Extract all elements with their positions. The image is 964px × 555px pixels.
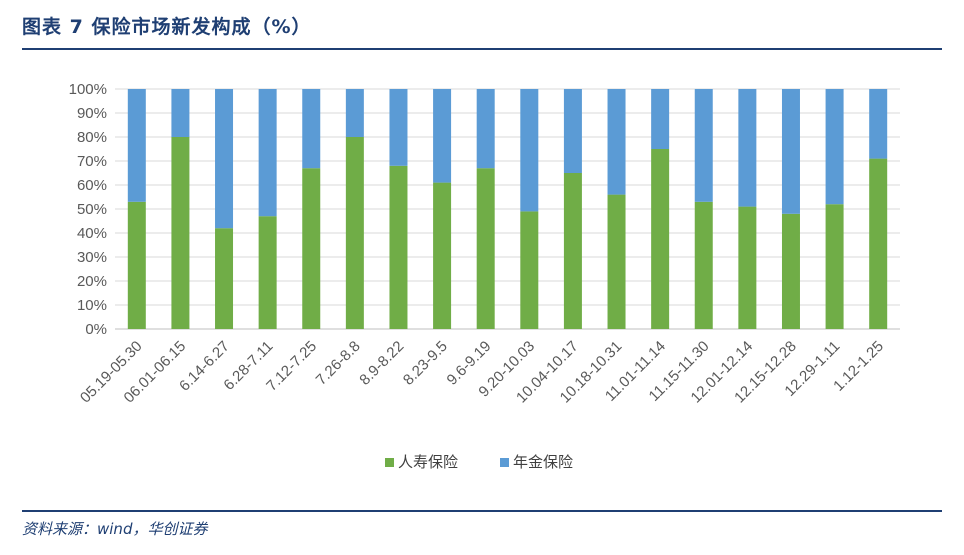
- bar-segment-life: [433, 182, 452, 329]
- bar-segment-annuity: [302, 89, 321, 169]
- bar-segment-annuity: [389, 89, 408, 166]
- bar-segment-annuity: [694, 89, 713, 202]
- y-tick-label: 0%: [85, 321, 107, 338]
- legend-label: 人寿保险: [398, 453, 458, 471]
- x-tick-label: 7.26-8.8: [313, 338, 364, 389]
- y-tick-label: 10%: [77, 297, 107, 314]
- x-axis-ticks: 05.19-05.3006.01-06.156.14-6.276.28-7.11…: [77, 338, 887, 407]
- bar-segment-life: [694, 201, 713, 329]
- legend-swatch: [385, 458, 394, 467]
- bars: [127, 89, 888, 329]
- x-tick-label: 8.9-8.22: [356, 338, 407, 389]
- y-axis-ticks: 0% 10% 20% 30% 40% 50% 60% 70% 80% 90% 100%: [69, 81, 107, 338]
- stacked-bar-chart: 0% 10% 20% 30% 40% 50% 60% 70% 80% 90% 100% 05.19-…: [69, 81, 900, 471]
- bar-segment-life: [258, 216, 277, 329]
- y-tick-label: 80%: [77, 129, 107, 146]
- bar-segment-annuity: [607, 89, 626, 195]
- bar-segment-annuity: [345, 89, 364, 137]
- chart-title: 图表 7 保险市场新发构成（%）: [22, 16, 312, 38]
- bar-segment-annuity: [869, 89, 888, 159]
- bar-segment-life: [607, 194, 626, 329]
- source-note: 资料来源：wind，华创证券: [22, 520, 208, 538]
- bar-segment-life: [345, 137, 364, 329]
- y-tick-label: 40%: [77, 225, 107, 242]
- bar-segment-annuity: [781, 89, 800, 214]
- gridlines: [115, 88, 900, 330]
- legend: 人寿保险 年金保险: [385, 453, 573, 471]
- bar-segment-life: [825, 204, 844, 329]
- y-tick-label: 60%: [77, 177, 107, 194]
- y-tick-label: 50%: [77, 201, 107, 218]
- bar-segment-life: [389, 165, 408, 329]
- source-divider: [22, 510, 942, 512]
- bar-segment-annuity: [476, 89, 495, 169]
- x-tick-label: 8.23-9.5: [400, 338, 451, 389]
- y-tick-label: 30%: [77, 249, 107, 266]
- bar-segment-annuity: [651, 89, 670, 149]
- bar-segment-annuity: [171, 89, 190, 137]
- bar-segment-life: [869, 158, 888, 329]
- bar-segment-life: [781, 213, 800, 329]
- bar-segment-life: [171, 137, 190, 329]
- bar-segment-life: [520, 211, 539, 329]
- bar-segment-annuity: [215, 89, 234, 229]
- bar-segment-annuity: [738, 89, 757, 207]
- bar-segment-annuity: [127, 89, 146, 202]
- y-tick-label: 100%: [69, 81, 107, 98]
- bar-segment-life: [738, 206, 757, 329]
- bar-segment-annuity: [825, 89, 844, 205]
- bar-segment-life: [127, 201, 146, 329]
- y-tick-label: 70%: [77, 153, 107, 170]
- bar-segment-life: [476, 168, 495, 329]
- y-tick-label: 90%: [77, 105, 107, 122]
- legend-swatch: [500, 458, 509, 467]
- bar-segment-annuity: [520, 89, 539, 212]
- legend-label: 年金保险: [513, 453, 573, 471]
- y-tick-label: 20%: [77, 273, 107, 290]
- title-divider: [22, 48, 942, 50]
- bar-segment-life: [215, 228, 234, 329]
- bar-segment-annuity: [433, 89, 452, 183]
- bar-segment-life: [302, 168, 321, 329]
- bar-segment-life: [563, 173, 582, 329]
- bar-segment-annuity: [258, 89, 277, 217]
- bar-segment-life: [651, 149, 670, 329]
- bar-segment-annuity: [563, 89, 582, 173]
